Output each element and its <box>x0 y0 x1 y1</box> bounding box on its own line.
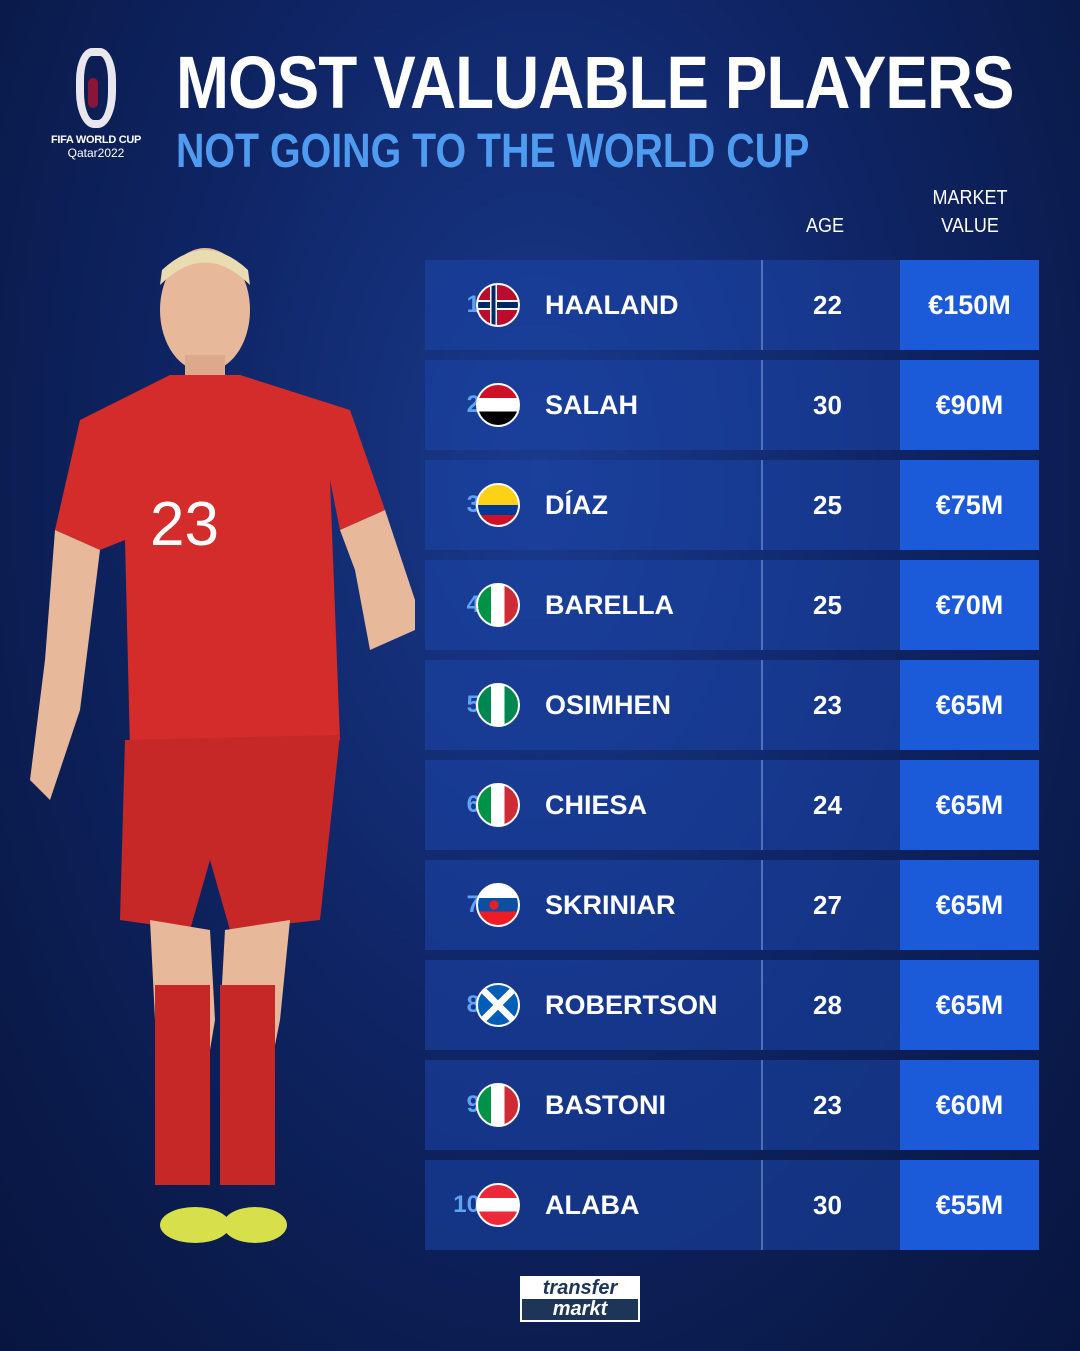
market-value-header: MARKET VALUE <box>916 184 1024 240</box>
market-value: €60M <box>900 1060 1039 1150</box>
age-header: AGE <box>805 215 845 237</box>
player-row: 2 SALAH 30 €90M <box>425 360 1039 450</box>
player-row: 4 BARELLA 25 €70M <box>425 560 1039 650</box>
column-divider <box>761 560 763 650</box>
column-divider <box>761 1160 763 1250</box>
player-row: 10 ALABA 30 €55M <box>425 1160 1039 1250</box>
header-line: VALUE <box>941 215 999 237</box>
player-name: SKRINIAR <box>545 890 676 920</box>
logo-text: FIFA WORLD CUP <box>50 134 142 146</box>
italy-flag-icon <box>476 583 520 627</box>
player-name: DÍAZ <box>545 490 608 520</box>
player-age: 28 <box>813 990 842 1020</box>
player-name: ALABA <box>545 1190 640 1220</box>
transfermarkt-logo: transfer markt <box>520 1276 640 1322</box>
market-value: €65M <box>900 660 1039 750</box>
player-age: 27 <box>813 890 842 920</box>
page-title: MOST VALUABLE PLAYERS <box>176 41 1015 124</box>
rank: 1 <box>466 291 480 318</box>
rank: 7 <box>466 891 480 918</box>
column-divider <box>761 960 763 1050</box>
player-age: 25 <box>813 490 842 520</box>
rank: 9 <box>466 1091 480 1118</box>
trophy-icon <box>76 48 116 128</box>
market-value: €150M <box>900 260 1039 350</box>
market-value: €65M <box>900 960 1039 1050</box>
rank: 2 <box>466 391 480 418</box>
logo-text: transfer <box>542 1277 618 1299</box>
player-name: SALAH <box>545 390 638 420</box>
rank: 3 <box>466 491 480 518</box>
market-value: €70M <box>900 560 1039 650</box>
market-value: €90M <box>900 360 1039 450</box>
market-value: €65M <box>900 760 1039 850</box>
rank: 6 <box>466 791 480 818</box>
player-name: OSIMHEN <box>545 690 672 720</box>
player-age: 30 <box>813 390 842 420</box>
player-row: 9 BASTONI 23 €60M <box>425 1060 1039 1150</box>
logo-text: markt <box>522 1299 638 1320</box>
rank: 4 <box>466 591 480 618</box>
shirt-number: 23 <box>150 490 219 559</box>
column-divider <box>761 360 763 450</box>
player-name: HAALAND <box>545 290 679 320</box>
player-name: BARELLA <box>545 590 674 620</box>
rank: 8 <box>466 991 480 1018</box>
player-name: ROBERTSON <box>545 990 718 1020</box>
page-subtitle: NOT GOING TO THE WORLD CUP <box>176 125 810 178</box>
player-row: 3 DÍAZ 25 €75M <box>425 460 1039 550</box>
column-divider <box>761 460 763 550</box>
italy-flag-icon <box>476 1083 520 1127</box>
column-divider <box>761 260 763 350</box>
column-divider <box>761 760 763 850</box>
egypt-flag-icon <box>476 383 520 427</box>
player-age: 22 <box>813 290 842 320</box>
player-name: BASTONI <box>545 1090 667 1120</box>
rank: 5 <box>466 691 480 718</box>
market-value: €55M <box>900 1160 1039 1250</box>
column-divider <box>761 1060 763 1150</box>
market-value: €65M <box>900 860 1039 950</box>
nigeria-flag-icon <box>476 683 520 727</box>
colombia-flag-icon <box>476 483 520 527</box>
player-age: 23 <box>813 690 842 720</box>
player-age: 30 <box>813 1190 842 1220</box>
player-age: 25 <box>813 590 842 620</box>
header-line: MARKET <box>932 187 1008 209</box>
player-photo: 23 <box>30 248 415 1243</box>
player-age: 24 <box>813 790 842 820</box>
player-row: 1 HAALAND 22 €150M <box>425 260 1039 350</box>
player-row: 7 SKRINIAR 27 €65M <box>425 860 1039 950</box>
player-name: CHIESA <box>545 790 648 820</box>
player-row: 5 OSIMHEN 23 €65M <box>425 660 1039 750</box>
italy-flag-icon <box>476 783 520 827</box>
player-row: 6 CHIESA 24 €65M <box>425 760 1039 850</box>
column-divider <box>761 660 763 750</box>
fifa-world-cup-logo: FIFA WORLD CUP Qatar2022 <box>48 48 144 160</box>
austria-flag-icon <box>476 1183 520 1227</box>
player-age: 23 <box>813 1090 842 1120</box>
market-value: €75M <box>900 460 1039 550</box>
norway-flag-icon <box>476 283 520 327</box>
logo-text: Qatar2022 <box>67 146 125 160</box>
scotland-flag-icon <box>476 983 520 1027</box>
player-row: 8 ROBERTSON 28 €65M <box>425 960 1039 1050</box>
column-divider <box>761 860 763 950</box>
slovakia-flag-icon <box>476 883 520 927</box>
rank: 10 <box>453 1191 480 1218</box>
